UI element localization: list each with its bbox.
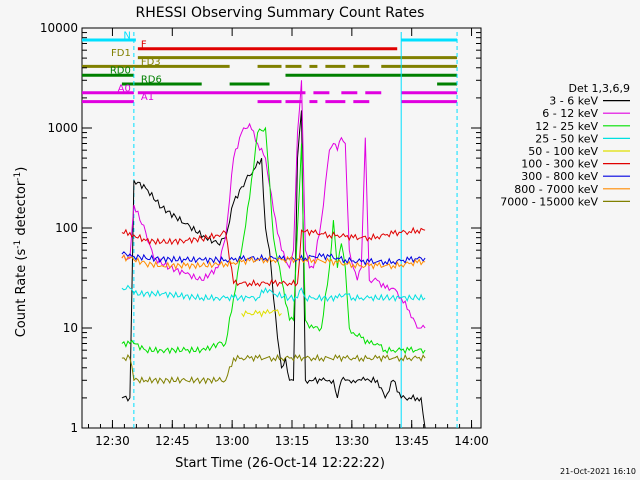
y-axis-label-sup2: -1 [13, 172, 23, 181]
y-axis-label-sup1: -1 [13, 240, 23, 249]
series-line-300-800-kev [121, 251, 426, 266]
series-line-7000-15000-kev [121, 353, 426, 385]
y-tick-label: 100 [55, 221, 78, 235]
x-tick-label: 13:30 [335, 434, 370, 448]
x-tick-label: 12:30 [95, 434, 130, 448]
series-line-100-300-kev [121, 226, 426, 288]
legend-entry-label: 800 - 7000 keV [514, 183, 598, 196]
legend-title: Det 1,3,6,9 [568, 82, 630, 95]
legend-entry-label: 6 - 12 keV [542, 107, 598, 120]
flag-bar-label-n: N [123, 31, 130, 42]
x-tick-label: 12:45 [155, 434, 190, 448]
y-tick-label: 1000 [47, 121, 78, 135]
y-axis-label: Count Rate (s-1 detector-1) [13, 167, 29, 338]
footer-date: 21-Oct-2021 16:10 [560, 467, 636, 476]
y-axis-label-mid: detector [14, 180, 29, 240]
x-axis-label: Start Time (26-Oct-14 12:22:22) [175, 456, 385, 471]
chart-title: RHESSI Observing Summary Count Rates [136, 5, 425, 21]
y-tick-label: 10000 [40, 21, 78, 35]
y-tick-label: 10 [63, 321, 78, 335]
flag-bars: NF FD1 FD3 RD0 RD6 A0 A1 [82, 31, 458, 104]
series-lines [121, 80, 426, 429]
vertical-markers [133, 32, 458, 428]
y-axis-label-main: Count Rate (s [14, 249, 29, 338]
flag-bar-label-fd3: FD3 [141, 57, 161, 68]
axes: 12:30 12:45 13:00 13:15 13:30 13:45 14:00 1 10 10… [40, 21, 489, 448]
flag-bar-label-a0: A0 [118, 83, 131, 94]
legend-entry-label: 50 - 100 keV [528, 145, 598, 158]
series-line-6-12-kev [121, 80, 426, 329]
flag-bar-label-fd1: FD1 [111, 48, 131, 59]
x-tick-label: 13:00 [215, 434, 250, 448]
y-axis-label-end: ) [14, 167, 29, 172]
legend-entry-label: 25 - 50 keV [535, 132, 598, 145]
legend-entry-label: 100 - 300 keV [521, 158, 598, 171]
y-tick-label: 1 [70, 421, 78, 435]
series-line-3-6-kev [121, 110, 426, 429]
legend-entry-label: 3 - 6 keV [549, 95, 598, 108]
flag-bar-label-a1: A1 [141, 92, 154, 103]
series-line-25-50-kev [121, 284, 426, 303]
legend-entry-label: 12 - 25 keV [535, 120, 598, 133]
x-tick-label: 13:45 [394, 434, 429, 448]
legend-entry-label: 300 - 800 keV [521, 170, 598, 183]
x-tick-label: 13:15 [275, 434, 310, 448]
legend-entry-label: 7000 - 15000 keV [500, 195, 598, 208]
flag-bar-label-rd6: RD6 [141, 75, 162, 86]
series-line-800-7000-kev [121, 254, 426, 271]
flag-bar-label-rd0: RD0 [110, 66, 131, 77]
x-tick-label: 14:00 [454, 434, 489, 448]
flag-bar-label-f: F [141, 39, 147, 50]
series-line-12-25-kev [121, 126, 426, 355]
series-line-50-100-kev [241, 308, 282, 318]
